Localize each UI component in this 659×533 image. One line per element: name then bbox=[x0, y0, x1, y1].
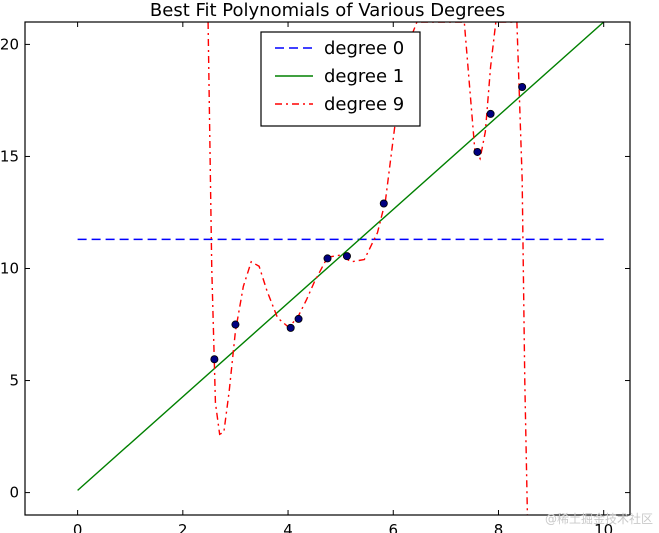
legend-box bbox=[260, 31, 421, 127]
data-point bbox=[518, 82, 527, 91]
x-tick-label: 4 bbox=[283, 521, 293, 533]
series-layer bbox=[77, 22, 605, 515]
data-point bbox=[379, 199, 388, 208]
data-point bbox=[294, 314, 303, 323]
data-point bbox=[323, 254, 332, 263]
data-point bbox=[210, 355, 219, 364]
y-tick-label: 5 bbox=[9, 372, 19, 390]
chart-title: Best Fit Polynomials of Various Degrees bbox=[150, 0, 505, 21]
series-data-points bbox=[210, 82, 527, 364]
data-point bbox=[231, 320, 240, 329]
watermark: @稀土掘金技术社区 bbox=[544, 512, 653, 526]
data-point bbox=[473, 147, 482, 156]
y-tick-label: 10 bbox=[0, 260, 19, 278]
series-line-degree-1 bbox=[77, 22, 605, 491]
legend-label: degree 0 bbox=[324, 38, 404, 59]
data-point bbox=[486, 109, 495, 118]
y-tick-label: 15 bbox=[0, 147, 19, 165]
data-point bbox=[286, 323, 295, 332]
series-line-degree-9 bbox=[207, 22, 529, 515]
legend-label: degree 9 bbox=[324, 94, 404, 115]
y-tick-label: 0 bbox=[9, 484, 19, 502]
x-tick-label: 0 bbox=[73, 521, 83, 533]
y-tick-label: 20 bbox=[0, 35, 19, 53]
data-point bbox=[342, 252, 351, 261]
legend-label: degree 1 bbox=[324, 66, 404, 87]
legend: degree 0 degree 1 degree 9 bbox=[260, 31, 421, 127]
x-tick-label: 8 bbox=[494, 521, 504, 533]
x-tick-label: 10 bbox=[594, 521, 613, 533]
axis-layer: 0 2 4 6 8 10 0 5 10 15 20 bbox=[0, 22, 630, 533]
x-tick-label: 6 bbox=[388, 521, 398, 533]
x-tick-label: 2 bbox=[178, 521, 188, 533]
